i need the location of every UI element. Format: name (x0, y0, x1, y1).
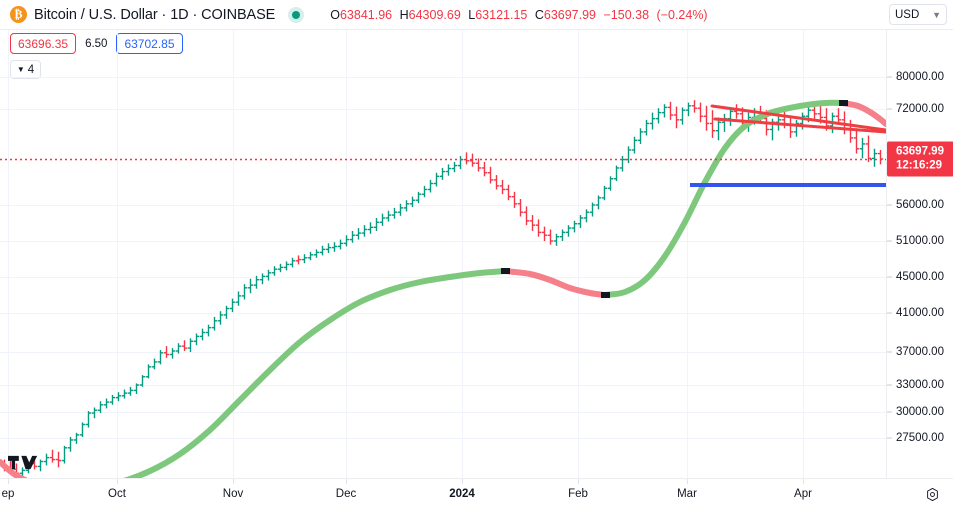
time-label: Nov (222, 488, 244, 500)
time-label: Mar (677, 488, 697, 500)
price-tick (887, 204, 892, 206)
current-price-badge[interactable]: 63697.99 12:16:29 (887, 141, 953, 177)
price-tick (887, 76, 892, 78)
price-label: 30000.00 (896, 406, 944, 418)
time-label: Feb (568, 488, 588, 500)
ohlc-low-value: 63121.15 (475, 7, 528, 22)
time-tick (8, 479, 9, 484)
lower-band-badge[interactable]: 63696.35 (10, 33, 77, 54)
price-tick (887, 411, 892, 413)
symbol-title[interactable]: Bitcoin / U.S. Dollar · 1D · COINBASE (34, 6, 276, 23)
ohlc-high-value: 64309.69 (408, 7, 461, 22)
ohlc-low-label: L (468, 7, 476, 22)
chart-canvas[interactable] (0, 30, 886, 478)
time-scale[interactable]: ep Oct Nov Dec 2024 Feb Mar Apr (0, 478, 953, 509)
market-open-dot (292, 10, 301, 19)
indicator-count-label: 4 (27, 63, 35, 76)
ohlc-change-percent: (−0.24%) (656, 7, 708, 22)
timezone-gear-icon[interactable] (924, 486, 941, 503)
currency-value: USD (895, 8, 920, 21)
ohlc-bars (1, 100, 884, 478)
ohlc-change: −150.38 (603, 7, 650, 22)
chart-plot (0, 30, 886, 478)
time-tick (803, 479, 804, 484)
price-label: 51000.00 (896, 235, 944, 247)
time-tick (462, 479, 463, 484)
price-label: 41000.00 (896, 307, 944, 319)
tradingview-logo[interactable] (8, 452, 38, 473)
price-label: 27500.00 (896, 432, 944, 444)
price-tick (887, 384, 892, 386)
price-label: 80000.00 (896, 71, 944, 83)
price-tick (887, 351, 892, 353)
time-tick (346, 479, 347, 484)
price-tick (887, 312, 892, 314)
currency-selector[interactable]: USD ▼ (889, 4, 947, 25)
ohlc-close-label: C (534, 7, 544, 22)
upper-band-badge[interactable]: 63702.85 (116, 33, 183, 54)
ohlc-values: O63841.96 H64309.69 L63121.15 C63697.99 … (330, 8, 711, 22)
current-price-value: 63697.99 (896, 145, 944, 158)
moving-average-ribbon (0, 99, 886, 478)
mid-value-label: 6.50 (85, 37, 108, 50)
time-label: Apr (794, 488, 812, 500)
indicator-count-dropdown[interactable]: ▼ 4 (10, 60, 41, 79)
ohlc-open-value: 63841.96 (339, 7, 393, 22)
time-label: Oct (108, 488, 126, 500)
price-scale[interactable]: 80000.00 72000.00 56000.00 51000.00 45000.00… (880, 30, 953, 496)
ohlc-open-label: O (330, 7, 340, 22)
ohlc-high-label: H (399, 7, 409, 22)
price-label: 72000.00 (896, 103, 944, 115)
market-status-indicator[interactable] (288, 6, 305, 23)
ohlc-close-value: 63697.99 (543, 7, 597, 22)
chevron-down-icon: ▼ (16, 65, 25, 74)
price-label: 37000.00 (896, 346, 944, 358)
chevron-down-icon: ▼ (932, 9, 941, 20)
price-label: 45000.00 (896, 271, 944, 283)
price-tick (887, 276, 892, 278)
price-tick (887, 437, 892, 439)
chart-header: ₿ Bitcoin / U.S. Dollar · 1D · COINBASE … (0, 0, 953, 30)
time-tick (117, 479, 118, 484)
time-tick (687, 479, 688, 484)
bitcoin-icon: ₿ (10, 6, 27, 23)
time-tick (578, 479, 579, 484)
indicator-legend: 63696.35 6.50 63702.85 (10, 33, 183, 54)
time-tick (233, 479, 234, 484)
bar-countdown: 12:16:29 (896, 159, 943, 172)
time-label: 2024 (449, 488, 475, 500)
price-tick (887, 240, 892, 242)
price-tick (887, 108, 892, 110)
time-label: ep (1, 488, 15, 500)
price-label: 33000.00 (896, 379, 944, 391)
price-label: 56000.00 (896, 199, 944, 211)
time-label: Dec (335, 488, 357, 500)
